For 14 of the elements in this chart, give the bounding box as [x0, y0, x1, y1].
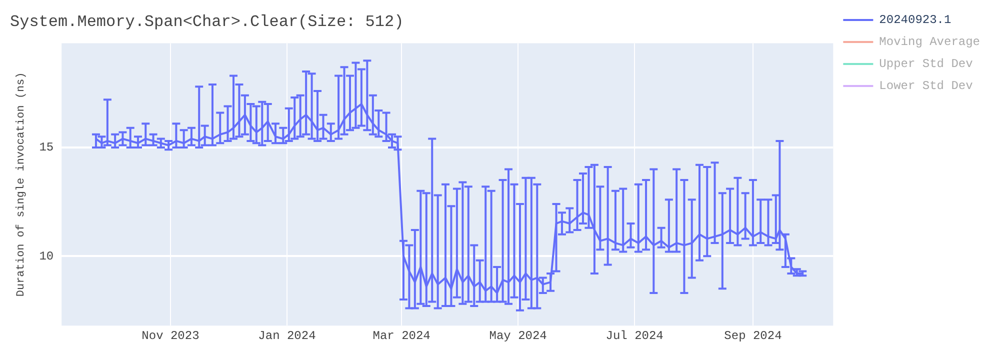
legend-label: 20240923.1 — [879, 13, 952, 28]
x-tick-label: Sep 2024 — [724, 328, 782, 343]
legend-label: Moving Average — [879, 35, 980, 50]
chart-title: System.Memory.Span<Char>.Clear(Size: 512) — [10, 12, 404, 31]
x-tick-label: Jul 2024 — [606, 328, 664, 343]
x-tick-label: Mar 2024 — [372, 328, 430, 343]
x-tick-label: May 2024 — [489, 328, 547, 343]
y-tick-label: 15 — [39, 140, 54, 155]
legend-label: Lower Std Dev — [879, 79, 973, 94]
legend-label: Upper Std Dev — [879, 57, 973, 72]
y-axis-title: Duration of single invocation (ns) — [16, 72, 28, 297]
x-tick-label: Jan 2024 — [258, 328, 316, 343]
y-tick-label: 10 — [39, 249, 54, 264]
x-tick-label: Nov 2023 — [142, 328, 200, 343]
